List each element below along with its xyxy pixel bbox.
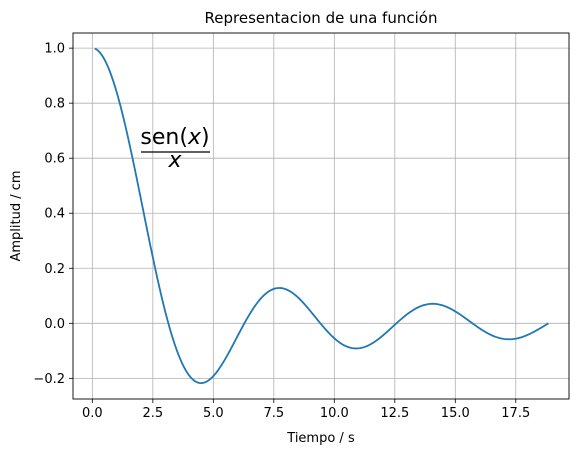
y-axis-ticks: −0.2 0.0 0.2 0.4 0.6 0.8 1.0	[33, 42, 73, 387]
plot-frame	[72, 32, 570, 400]
x-tick-label: 0.0	[82, 406, 103, 421]
x-tick-label: 17.5	[501, 406, 530, 421]
x-tick-label: 7.5	[263, 406, 284, 421]
y-tick-label: 0.6	[44, 152, 65, 167]
series-line-sinc	[94, 47, 549, 385]
x-tick-label: 2.5	[143, 406, 164, 421]
annotation-formula: sen(x) x	[140, 125, 210, 173]
chart-title: Representacion de una función	[205, 9, 438, 27]
y-tick-label: −0.2	[33, 372, 65, 387]
y-tick-label: 0.8	[44, 97, 65, 112]
x-tick-label: 15.0	[441, 406, 470, 421]
y-tick-label: 0.0	[44, 317, 65, 332]
x-tick-label: 12.5	[380, 406, 409, 421]
formula-numerator: sen(x)	[140, 125, 209, 150]
x-axis-ticks: 0.0 2.5 5.0 7.5 10.0 12.5 15.0 17.5	[82, 399, 530, 421]
x-axis-label: Tiempo / s	[286, 431, 355, 446]
y-tick-label: 0.4	[44, 207, 65, 222]
x-tick-label: 5.0	[203, 406, 224, 421]
y-axis-label: Amplitud / cm	[9, 170, 24, 261]
y-tick-label: 1.0	[44, 42, 65, 57]
formula-denominator: x	[167, 148, 182, 173]
x-tick-label: 10.0	[320, 406, 349, 421]
y-tick-label: 0.2	[44, 262, 65, 277]
